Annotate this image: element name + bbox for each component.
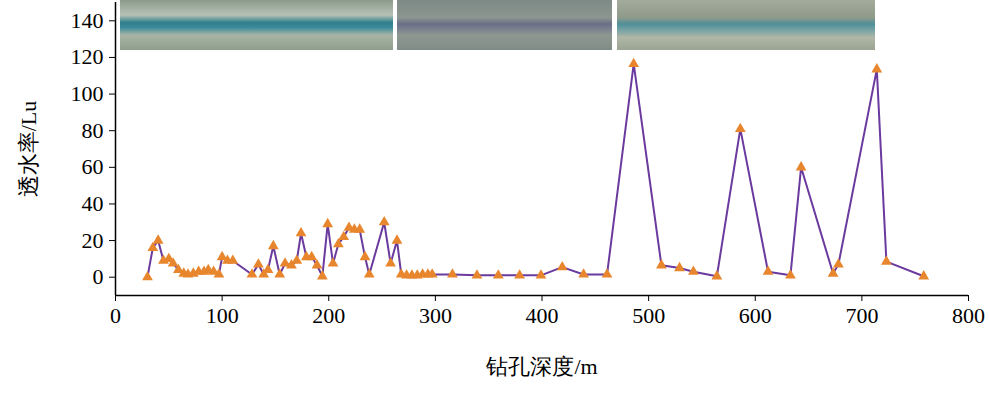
svg-text:100: 100 [71,81,104,106]
svg-text:120: 120 [71,44,104,69]
svg-text:透水率/Lu: 透水率/Lu [16,101,41,198]
svg-text:60: 60 [82,154,104,179]
svg-text:300: 300 [419,303,452,328]
svg-text:20: 20 [82,228,104,253]
svg-text:400: 400 [526,303,559,328]
svg-text:0: 0 [110,303,121,328]
svg-text:40: 40 [82,191,104,216]
svg-text:200: 200 [312,303,345,328]
svg-text:500: 500 [632,303,665,328]
svg-text:0: 0 [93,264,104,289]
svg-text:140: 140 [71,8,104,33]
svg-text:80: 80 [82,118,104,143]
svg-text:钻孔深度/m: 钻孔深度/m [485,354,597,379]
svg-text:600: 600 [739,303,772,328]
svg-text:100: 100 [206,303,239,328]
svg-text:700: 700 [845,303,878,328]
svg-text:800: 800 [952,303,985,328]
